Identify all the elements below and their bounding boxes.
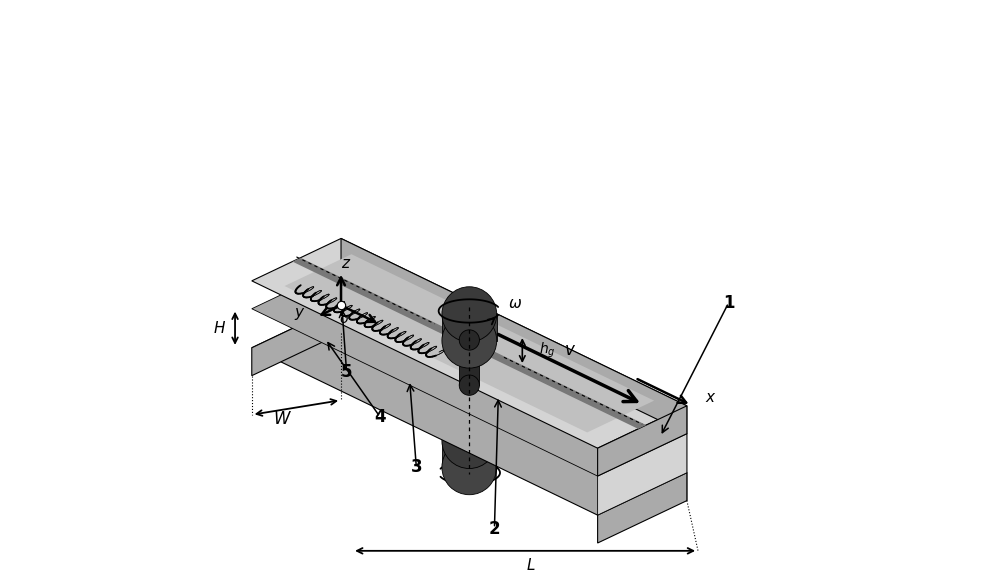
Polygon shape (252, 305, 687, 515)
Ellipse shape (442, 413, 497, 469)
Text: $L$: $L$ (526, 557, 535, 573)
Polygon shape (252, 305, 341, 376)
Ellipse shape (442, 439, 497, 494)
Text: 2: 2 (489, 520, 500, 537)
Text: $H$: $H$ (213, 320, 226, 336)
Polygon shape (598, 406, 687, 476)
Polygon shape (459, 397, 479, 441)
Text: $o$: $o$ (339, 312, 349, 327)
Polygon shape (341, 305, 687, 501)
Polygon shape (252, 288, 642, 476)
Text: 1: 1 (723, 293, 734, 312)
Polygon shape (296, 266, 687, 455)
Polygon shape (252, 238, 687, 448)
Text: $\omega$: $\omega$ (508, 296, 522, 311)
Ellipse shape (459, 386, 479, 406)
Text: 3: 3 (411, 458, 422, 476)
Text: $\omega$: $\omega$ (508, 458, 522, 473)
Polygon shape (459, 340, 479, 385)
Text: 5: 5 (341, 363, 352, 382)
Polygon shape (285, 254, 654, 433)
Ellipse shape (459, 375, 479, 395)
Text: $v$: $v$ (564, 341, 576, 359)
Ellipse shape (442, 286, 497, 342)
Polygon shape (293, 286, 645, 456)
Text: $y$: $y$ (294, 306, 306, 322)
Polygon shape (341, 238, 687, 434)
Polygon shape (292, 258, 646, 429)
Ellipse shape (459, 330, 479, 350)
Ellipse shape (442, 313, 497, 368)
Text: $x$: $x$ (705, 390, 717, 405)
Polygon shape (598, 434, 687, 515)
Polygon shape (442, 315, 497, 340)
Text: $z$: $z$ (341, 256, 352, 271)
Polygon shape (442, 441, 497, 467)
Polygon shape (341, 266, 687, 473)
Ellipse shape (459, 431, 479, 451)
Text: $W$: $W$ (273, 410, 292, 427)
Text: $h_g$: $h_g$ (539, 341, 556, 360)
Polygon shape (598, 473, 687, 543)
Text: 4: 4 (374, 408, 386, 426)
